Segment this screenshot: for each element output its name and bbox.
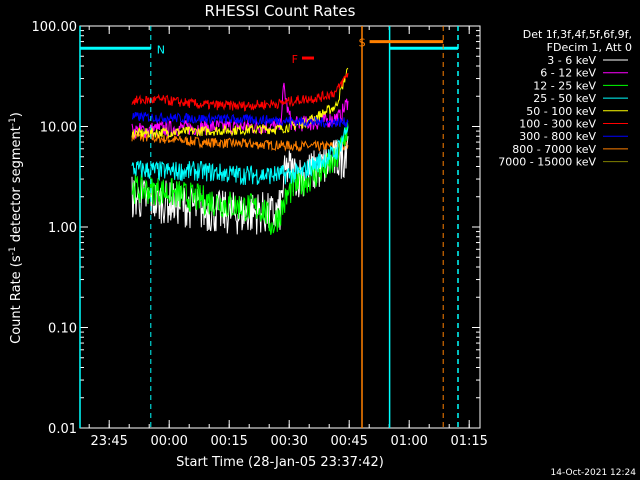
series-line (131, 131, 349, 152)
x-tick-label: 23:45 (90, 434, 127, 449)
y-axis-label-part: ) (9, 112, 24, 117)
y-axis-label-part: -1 (8, 246, 18, 255)
x-tick-label: 00:15 (210, 434, 247, 449)
annotation-label: S (359, 37, 366, 50)
legend-label: 100 - 300 keV (519, 118, 596, 131)
legend-label: 25 - 50 keV (533, 92, 596, 105)
y-tick-label: 0.01 (48, 422, 77, 437)
legend-label: 300 - 800 keV (519, 130, 596, 143)
y-axis-label-part: -1 (8, 117, 18, 126)
annotations: N F S (80, 26, 444, 428)
legend-label: 800 - 7000 keV (512, 143, 596, 156)
y-axis-label-part: Count Rate (s (9, 255, 24, 344)
y-axis-label-part: detector segment (9, 126, 24, 246)
legend-label: 6 - 12 keV (540, 67, 596, 80)
series-line (131, 126, 349, 186)
chart-title: RHESSI Count Rates (205, 2, 356, 20)
y-tick-label: 10.00 (40, 121, 77, 136)
y-tick-label: 1.00 (48, 221, 77, 236)
x-axis-label: Start Time (28-Jan-05 23:37:42) (176, 455, 384, 470)
x-tick-label: 00:00 (150, 434, 187, 449)
y-axis: 100.00 10.00 1.00 0.10 0.01 (32, 20, 480, 437)
legend-label: 50 - 100 keV (526, 105, 596, 118)
legend-label: 7000 - 15000 keV (498, 156, 596, 169)
legend-header: Det 1f,3f,4f,5f,6f,9f, (523, 28, 632, 41)
series-line (131, 111, 349, 129)
timestamp: 14-Oct-2021 12:24 (551, 468, 637, 478)
x-tick-label: 01:00 (390, 434, 427, 449)
y-axis-label: Count Rate (s-1 detector segment-1) (8, 112, 24, 344)
legend: Det 1f,3f,4f,5f,6f,9f,FDecim 1, Att 03 -… (498, 28, 632, 169)
y-tick-label: 0.10 (48, 322, 77, 337)
series-group (131, 67, 349, 236)
series-line (131, 67, 349, 140)
legend-label: 3 - 6 keV (547, 54, 596, 67)
series-line (131, 73, 349, 112)
x-tick-label: 01:15 (450, 434, 487, 449)
annotation-label: F (292, 53, 298, 66)
x-tick-label: 00:30 (270, 434, 307, 449)
y-tick-label: 100.00 (32, 20, 78, 35)
x-axis: 23:45 00:00 00:15 00:30 00:45 01:00 01:15 (88, 26, 488, 449)
x-tick-label: 00:45 (330, 434, 367, 449)
vertical-markers (79, 26, 459, 428)
legend-label: 12 - 25 keV (533, 79, 596, 92)
annotation-label: N (157, 43, 165, 56)
legend-header: FDecim 1, Att 0 (547, 41, 632, 54)
